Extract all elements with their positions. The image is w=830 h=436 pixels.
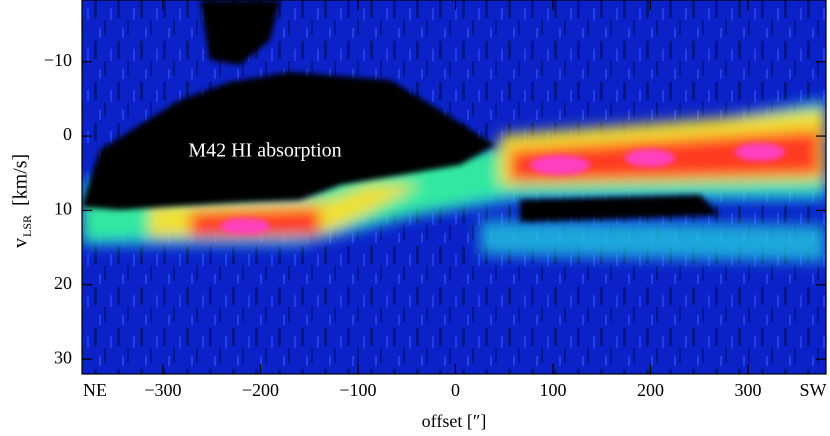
y-tick-label: 30: [54, 347, 72, 367]
x-tick-label: −100: [339, 380, 376, 400]
x-tick-label: −200: [242, 380, 279, 400]
annotation: M42 HI absorption: [188, 140, 341, 162]
x-tick-label: −300: [144, 380, 181, 400]
y-axis-label: v LSR [km/s]: [10, 154, 34, 248]
x-axis-label: offset [″]: [422, 411, 487, 431]
heatmap-image: [82, 0, 826, 374]
x-edge-label: SW: [800, 380, 827, 400]
y-label-unit: [km/s]: [10, 154, 32, 206]
plot-frame: [81, 0, 827, 375]
x-tick-label: 100: [539, 380, 566, 400]
y-label-main: v: [10, 238, 32, 248]
y-tick-label: 0: [63, 124, 72, 144]
x-tick-label: 0: [451, 380, 460, 400]
x-edge-label: NE: [83, 380, 107, 400]
y-label-sub: LSR: [20, 215, 34, 237]
y-tick-label: −10: [44, 50, 72, 70]
x-tick-label: 300: [734, 380, 761, 400]
y-tick-label: 20: [54, 273, 72, 293]
x-tick-label: 200: [637, 380, 664, 400]
y-tick-label: 10: [54, 199, 72, 219]
